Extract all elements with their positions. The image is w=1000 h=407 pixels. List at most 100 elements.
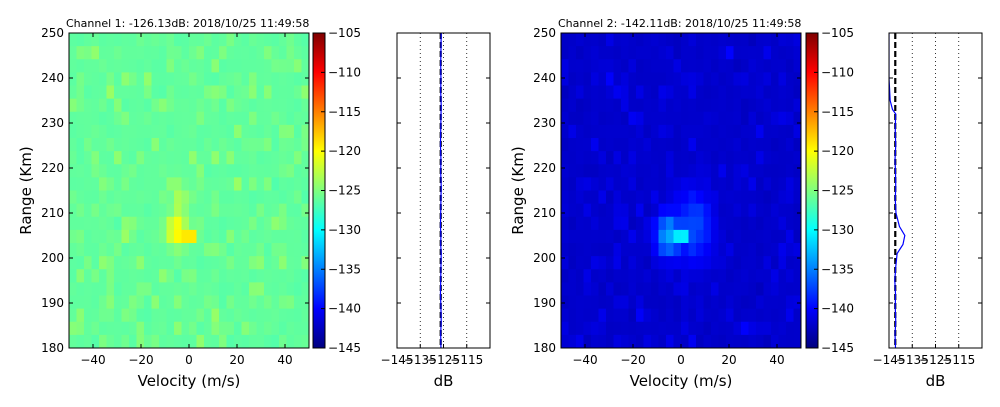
channel-2-heatmap-cell	[666, 111, 674, 126]
channel-2-heatmap-cell	[658, 308, 667, 323]
channel-2-heatmap-cell	[583, 321, 592, 336]
channel-1-heatmap-cell	[301, 138, 310, 152]
channel-1-heatmap-cell	[219, 269, 227, 283]
channel-1-heatmap-cell	[301, 203, 310, 218]
channel-2-heatmap-cell	[568, 164, 577, 178]
channel-1-heatmap-cell	[271, 98, 280, 113]
channel-1-heatmap-cell	[181, 203, 190, 218]
channel-2-heatmap-cell	[688, 85, 697, 100]
channel-1-heatmap-cell	[189, 111, 197, 126]
channel-2-heatmap-cell	[628, 59, 637, 73]
channel-2-panel: Channel 2: -142.11dB: 2018/10/25 11:49:5…	[509, 17, 983, 390]
channel-1-heatmap-cell	[76, 269, 85, 283]
channel-1-heatmap-cell	[114, 151, 122, 165]
channel-1-heatmap-cell	[256, 124, 265, 139]
channel-2-heatmap-cell	[628, 269, 637, 283]
channel-2-heatmap-cell	[606, 177, 614, 191]
channel-2-heatmap-cell	[613, 321, 622, 336]
channel-2-heatmap-cell	[688, 243, 697, 257]
channel-1-heatmap-cell	[159, 308, 167, 323]
channel-2-heatmap-cell	[703, 295, 712, 310]
channel-1-heatmap-cell	[114, 85, 122, 100]
channel-2-heatmap-cell	[628, 243, 637, 257]
channel-2-heatmap-cell	[561, 321, 569, 336]
channel-2-heatmap-cell	[748, 256, 757, 270]
channel-2-heatmap-cell	[756, 151, 764, 165]
channel-2-heatmap-cell	[673, 334, 682, 349]
channel-2-heatmap-cell	[696, 282, 704, 296]
channel-1-heatmap-cell	[106, 151, 115, 165]
channel-2-heatmap-cell	[666, 256, 674, 270]
channel-2-heatmap-cell	[658, 282, 667, 296]
channel-1-heatmap-cell	[159, 59, 167, 73]
channel-2-heatmap-cell	[568, 111, 577, 126]
channel-2-ytick-label: 230	[533, 116, 556, 130]
channel-2-heatmap-cell	[658, 334, 667, 349]
channel-1-heatmap-cell	[204, 256, 212, 270]
channel-2-heatmap-cell	[763, 295, 772, 310]
channel-2-heatmap-cell	[688, 216, 697, 231]
channel-2-heatmap-cell	[666, 98, 674, 113]
channel-1-heatmap-cell	[241, 33, 250, 47]
channel-1-heatmap-cell	[204, 164, 212, 178]
channel-2-heatmap-cell	[666, 334, 674, 349]
channel-1-heatmap-cell	[129, 138, 137, 152]
channel-2-heatmap-cell	[568, 46, 577, 60]
channel-1-heatmap-cell	[91, 46, 100, 60]
channel-1-power-profile-line	[439, 33, 442, 348]
channel-1-heatmap-cell	[84, 282, 92, 296]
channel-1-heatmap-cell	[181, 164, 190, 178]
channel-1-heatmap-cell	[76, 85, 85, 100]
channel-1-heatmap-cell	[249, 203, 257, 218]
channel-1-heatmap-cell	[181, 46, 190, 60]
channel-1-heatmap-cell	[136, 164, 145, 178]
channel-2-heatmap-cell	[718, 46, 727, 60]
channel-1-heatmap-cell	[196, 164, 205, 178]
channel-1-heatmap-cell	[211, 124, 220, 139]
channel-2-heatmap-cell	[651, 256, 659, 270]
channel-1-heatmap-cell	[166, 321, 175, 336]
channel-2-heatmap-cell	[628, 85, 637, 100]
channel-2-heatmap-cell	[696, 203, 704, 218]
channel-2-heatmap-cell	[591, 59, 599, 73]
channel-2-heatmap-cell	[726, 177, 734, 191]
channel-1-heatmap-cell	[84, 295, 92, 310]
channel-1-heatmap-cell	[234, 334, 242, 349]
channel-1-heatmap-cell	[129, 164, 137, 178]
channel-2-heatmap-cell	[606, 33, 614, 47]
channel-2-heatmap-cell	[786, 85, 794, 100]
channel-1-heatmap-cell	[211, 203, 220, 218]
channel-2-heatmap-cell	[771, 177, 779, 191]
channel-2-heatmap-cell	[703, 269, 712, 283]
channel-1-heatmap-cell	[241, 151, 250, 165]
channel-1-heatmap-cell	[114, 33, 122, 47]
channel-2-heatmap-cell	[733, 46, 742, 60]
channel-2-ytick-label: 210	[533, 206, 556, 220]
channel-2-heatmap-cell	[628, 138, 637, 152]
channel-2-heatmap-cell	[793, 269, 802, 283]
channel-1-heatmap-cell	[279, 308, 287, 323]
channel-2-heatmap-cell	[718, 243, 727, 257]
channel-1-heatmap-cell	[166, 33, 175, 47]
channel-2-heatmap-cell	[643, 321, 652, 336]
channel-2-heatmap-cell	[621, 243, 629, 257]
channel-1-heatmap-cell	[129, 308, 137, 323]
channel-2-heatmap-cell	[591, 46, 599, 60]
channel-1-heatmap-cell	[129, 295, 137, 310]
channel-2-heatmap-cell	[711, 46, 719, 60]
channel-1-heatmap-cell	[106, 59, 115, 73]
channel-1-heatmap-cell	[174, 33, 182, 47]
channel-2-heatmap-cell	[703, 321, 712, 336]
channel-1-heatmap-cell	[226, 321, 235, 336]
channel-2-heatmap-cell	[733, 98, 742, 113]
channel-1-heatmap-cell	[226, 334, 235, 349]
channel-2-heatmap-cell	[733, 164, 742, 178]
channel-1-heatmap-cell	[301, 59, 310, 73]
channel-1-heatmap-cell	[196, 33, 205, 47]
channel-2-heatmap-cell	[561, 229, 569, 244]
channel-2-heatmap-cell	[726, 164, 734, 178]
channel-1-heatmap-cell	[159, 216, 167, 231]
channel-2-heatmap-cell	[726, 33, 734, 47]
channel-2-heatmap-cell	[703, 46, 712, 60]
channel-1-heatmap-cell	[99, 256, 107, 270]
